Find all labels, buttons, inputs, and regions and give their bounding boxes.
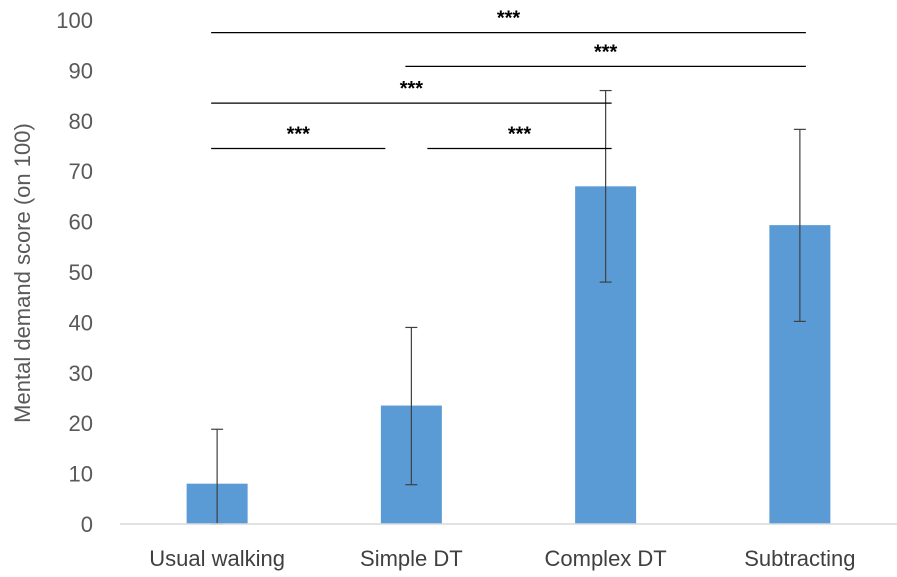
x-tick-label: Subtracting (744, 546, 855, 571)
bars (186, 186, 831, 525)
error-bars (211, 89, 806, 525)
y-tick-label: 100 (56, 8, 93, 33)
significance-label: *** (497, 8, 521, 30)
y-tick-label: 30 (69, 361, 93, 386)
significance-brackets: *** *** *** *** *** (211, 8, 806, 150)
x-tick-label: Simple DT (360, 546, 463, 571)
y-tick-label: 70 (69, 159, 93, 184)
x-tick-label: Complex DT (545, 546, 667, 571)
y-tick-label: 0 (81, 512, 93, 537)
y-tick-label: 40 (69, 310, 93, 335)
x-tick-label: Usual walking (149, 546, 285, 571)
y-axis-title: Mental demand score (on 100) (10, 123, 35, 423)
y-tick-label: 50 (69, 260, 93, 285)
significance-label: *** (400, 78, 424, 100)
y-axis-ticks: 0 10 20 30 40 50 60 70 80 90 100 (56, 8, 93, 537)
significance-label: *** (594, 41, 618, 63)
y-tick-label: 80 (69, 109, 93, 134)
significance-label: *** (508, 124, 532, 146)
y-tick-label: 10 (69, 462, 93, 487)
significance-label: *** (287, 124, 311, 146)
y-tick-label: 90 (69, 58, 93, 83)
x-axis-labels: Usual walking Simple DT Complex DT Subtract… (149, 546, 855, 571)
y-tick-label: 60 (69, 210, 93, 235)
y-tick-label: 20 (69, 411, 93, 436)
